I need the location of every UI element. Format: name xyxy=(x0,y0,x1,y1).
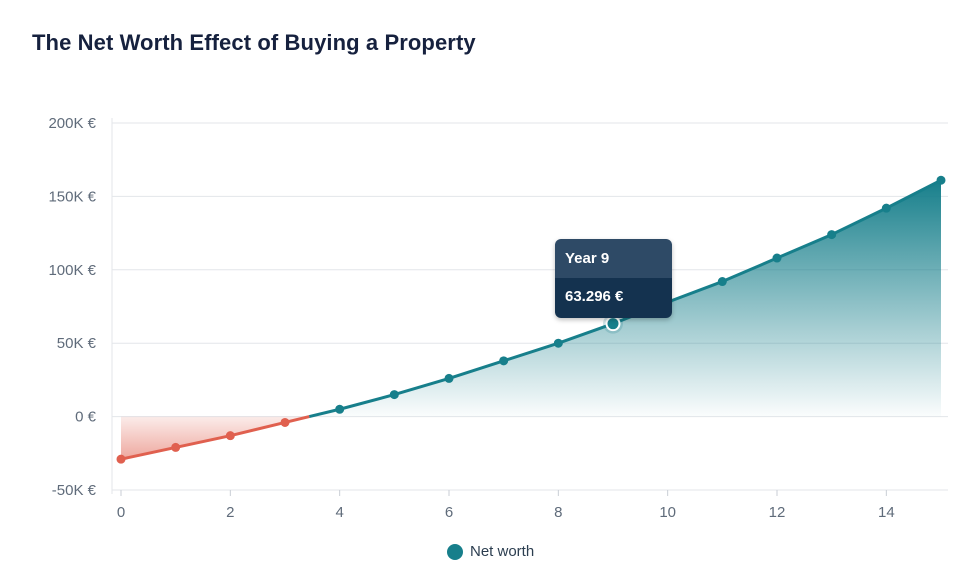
x-tick-label: 8 xyxy=(554,504,562,521)
data-point xyxy=(280,417,290,427)
x-tick-label: 12 xyxy=(769,504,786,521)
data-point xyxy=(827,230,837,240)
data-point xyxy=(335,404,345,414)
data-point xyxy=(225,431,235,441)
y-tick-label: 200K € xyxy=(48,115,96,132)
tooltip-value: 63.296 € xyxy=(555,278,672,318)
legend-marker-icon xyxy=(447,543,463,560)
y-tick-label: 150K € xyxy=(48,188,96,205)
data-point xyxy=(389,390,399,400)
x-tick-label: 10 xyxy=(659,504,676,521)
y-tick-label: 50K € xyxy=(57,335,97,352)
tooltip: Year 9 63.296 € xyxy=(555,239,672,318)
x-tick-label: 14 xyxy=(878,504,895,521)
x-tick-label: 4 xyxy=(335,504,343,521)
legend[interactable]: Net worth xyxy=(447,543,534,560)
x-tick-label: 6 xyxy=(445,504,453,521)
chart-title: The Net Worth Effect of Buying a Propert… xyxy=(32,30,476,55)
x-tick-label: 2 xyxy=(226,504,234,521)
data-point xyxy=(444,373,454,383)
tooltip-header: Year 9 xyxy=(555,239,672,278)
y-tick-label: -50K € xyxy=(52,482,97,499)
data-point xyxy=(116,454,126,464)
data-point xyxy=(499,356,509,366)
data-point xyxy=(772,253,782,263)
positive-area xyxy=(309,180,942,417)
data-point xyxy=(717,277,727,287)
data-point xyxy=(171,442,181,452)
data-point xyxy=(553,338,563,348)
legend-label: Net worth xyxy=(470,543,535,560)
y-tick-label: 0 € xyxy=(75,409,97,426)
data-point-highlighted xyxy=(605,316,621,332)
x-tick-label: 0 xyxy=(117,504,125,521)
data-point xyxy=(881,203,891,213)
y-tick-label: 100K € xyxy=(48,262,96,279)
data-point xyxy=(936,175,946,185)
